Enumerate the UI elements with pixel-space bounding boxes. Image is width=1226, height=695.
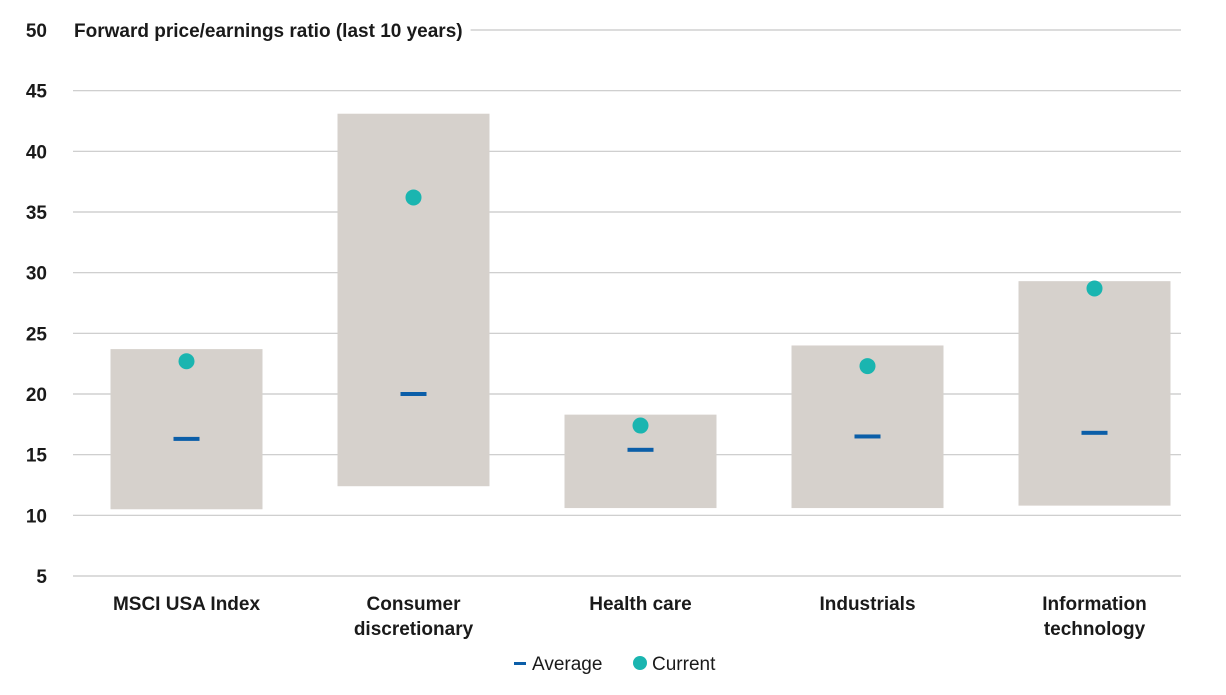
y-tick-label: 5 [36,567,47,588]
category-label-line: Consumer [367,594,462,615]
y-tick-label: 50 [26,21,47,42]
y-tick-label: 35 [26,203,48,224]
y-tick-label: 30 [26,264,47,285]
range-bar [1018,281,1171,506]
y-tick-label: 15 [26,446,48,467]
category-label-line: Health care [589,594,691,615]
current-marker [405,189,422,206]
category-label: Information technology [1042,594,1147,640]
category-label-line: discretionary [354,619,474,640]
range-bar [337,113,490,487]
chart-title: Forward price/earnings ratio (last 10 ye… [74,21,463,42]
y-tick-label: 10 [26,506,47,527]
chart-title-background [70,21,471,42]
average-marker [400,392,427,396]
category-label: MSCI USA Index [113,594,261,615]
current-markers [178,189,1103,434]
current-marker [859,358,876,375]
average-marker [627,447,654,452]
category-label-line: Information [1042,594,1147,615]
legend-average-swatch [514,662,526,665]
category-label: Health care [589,594,691,615]
legend: Average Current [514,654,716,675]
y-tick-label: 25 [26,324,48,345]
average-marker [854,434,881,439]
category-label-line: Industrials [819,594,915,615]
legend-current-swatch [633,656,647,670]
category-label-line: MSCI USA Index [113,594,261,615]
y-axis-ticks: 5 10 15 20 25 30 35 40 45 50 [26,21,48,588]
chart-title-group: Forward price/earnings ratio (last 10 ye… [70,21,471,42]
category-label-line: technology [1044,619,1146,640]
category-label: Consumer discretionary [354,594,474,640]
y-tick-label: 45 [26,82,48,103]
y-tick-label: 20 [26,385,47,406]
category-labels: MSCI USA Index Consumer discretionary Healt… [113,594,1147,640]
average-marker [173,436,200,441]
category-label: Industrials [819,594,915,615]
current-marker [632,417,649,434]
range-bar [110,349,263,510]
average-marker [1081,430,1108,435]
current-marker [178,353,195,370]
current-marker [1086,280,1103,297]
legend-current-label: Current [652,654,716,675]
average-markers [173,392,1108,452]
legend-average-label: Average [532,654,602,675]
y-tick-label: 40 [26,142,47,163]
